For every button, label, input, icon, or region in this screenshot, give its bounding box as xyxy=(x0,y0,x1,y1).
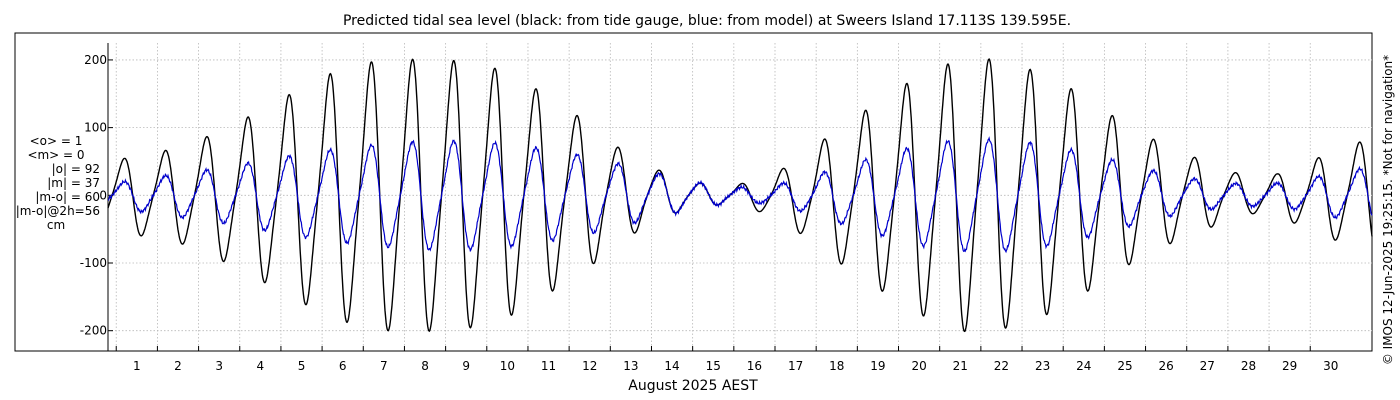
x-tick-label: 11 xyxy=(541,359,556,373)
x-tick-label: 24 xyxy=(1076,359,1091,373)
x-tick-label: 14 xyxy=(664,359,679,373)
x-tick-label: 6 xyxy=(339,359,347,373)
y-tick-label: 200 xyxy=(84,53,107,67)
stat-unit: cm xyxy=(46,218,66,232)
x-tick-label: 3 xyxy=(215,359,223,373)
x-tick-label: 29 xyxy=(1282,359,1297,373)
x-tick-label: 9 xyxy=(462,359,470,373)
x-tick-label: 15 xyxy=(706,359,721,373)
x-tick-label: 22 xyxy=(994,359,1009,373)
x-tick-label: 23 xyxy=(1035,359,1050,373)
x-tick-label: 19 xyxy=(870,359,885,373)
y-ticks: -200 -100 0 100 200 xyxy=(80,53,113,338)
x-tick-label: 16 xyxy=(747,359,762,373)
x-tick-label: 7 xyxy=(380,359,388,373)
outer-frame xyxy=(14,32,1373,352)
x-tick-label: 26 xyxy=(1158,359,1173,373)
series-tide-gauge xyxy=(107,58,1373,333)
x-tick-label: 25 xyxy=(1117,359,1132,373)
series-model xyxy=(107,136,1373,254)
x-tick-label: 17 xyxy=(788,359,803,373)
x-tick-label: 10 xyxy=(500,359,515,373)
x-tick-label: 21 xyxy=(953,359,968,373)
x-tick-label: 18 xyxy=(829,359,844,373)
x-tick-label: 2 xyxy=(174,359,182,373)
y-tick-label: -100 xyxy=(80,256,107,270)
x-tick-label: 13 xyxy=(623,359,638,373)
x-ticks: 1 2 3 4 5 6 7 8 9 10 11 12 13 14 15 16 17 18 19 20 21 22 23 24 2… xyxy=(115,346,1338,373)
chart-title: Predicted tidal sea level (black: from t… xyxy=(343,13,1071,29)
stat-mean-model: <m> = 0 xyxy=(27,148,85,162)
x-tick-label: 8 xyxy=(421,359,429,373)
x-tick-label: 12 xyxy=(582,359,597,373)
y-tick-label: -200 xyxy=(80,324,107,338)
x-tick-label: 27 xyxy=(1200,359,1215,373)
x-tick-label: 1 xyxy=(133,359,141,373)
y-tick-label: 0 xyxy=(99,188,107,202)
x-tick-label: 20 xyxy=(911,359,926,373)
stat-mean-observed: <o> = 1 xyxy=(29,134,83,148)
x-tick-label: 4 xyxy=(257,359,265,373)
y-tick-label: 100 xyxy=(84,121,107,135)
stat-abs-model: |m| = 37 xyxy=(47,176,100,190)
stats-panel: <o> = 1 <m> = 0 |o| = 92 |m| = 37 |m-o| … xyxy=(12,134,100,232)
stat-abs-diff-2h: |m-o|@2h=56 xyxy=(15,204,100,218)
x-axis-label: August 2025 AEST xyxy=(628,378,758,394)
grid-lines xyxy=(108,43,1372,351)
watermark: © IMOS 12-Jun-2025 19:25:15. *Not for na… xyxy=(1381,55,1395,365)
x-tick-label: 5 xyxy=(298,359,306,373)
x-tick-label: 28 xyxy=(1241,359,1256,373)
stat-abs-diff: |m-o| = 60 xyxy=(35,190,100,204)
x-tick-label: 30 xyxy=(1323,359,1338,373)
stat-abs-observed: |o| = 92 xyxy=(51,162,100,176)
